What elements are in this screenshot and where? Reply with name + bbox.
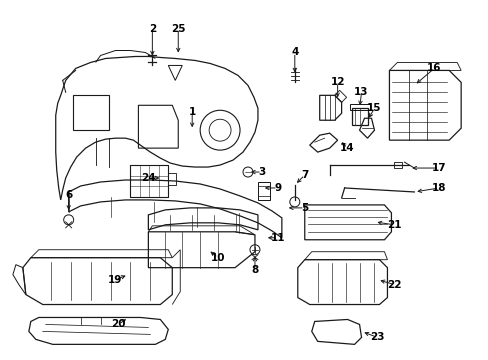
Text: 19: 19 [108,275,122,285]
Bar [130,165,168,197]
Text: 20: 20 [111,319,125,329]
Text: 25: 25 [171,24,185,33]
Text: 9: 9 [274,183,281,193]
Bar [168,173,176,185]
Text: 12: 12 [330,77,344,87]
Text: 15: 15 [366,103,381,113]
Text: 21: 21 [386,220,401,230]
Text: 1: 1 [188,107,195,117]
Text: 14: 14 [340,143,354,153]
Text: 23: 23 [369,332,384,342]
Bar [258,182,269,200]
Bar [349,104,369,110]
Text: 22: 22 [386,280,401,289]
Text: 10: 10 [210,253,225,263]
Text: 2: 2 [148,24,156,33]
Text: 24: 24 [141,173,155,183]
Text: 13: 13 [354,87,368,97]
Text: 6: 6 [65,190,72,200]
Text: 7: 7 [301,170,308,180]
Text: 17: 17 [431,163,446,173]
Text: 5: 5 [301,203,308,213]
Text: 11: 11 [270,233,285,243]
Bar [394,162,402,168]
Text: 8: 8 [251,265,258,275]
Text: 16: 16 [426,63,441,73]
Text: 4: 4 [290,48,298,58]
Text: 3: 3 [258,167,265,177]
Text: 18: 18 [431,183,446,193]
